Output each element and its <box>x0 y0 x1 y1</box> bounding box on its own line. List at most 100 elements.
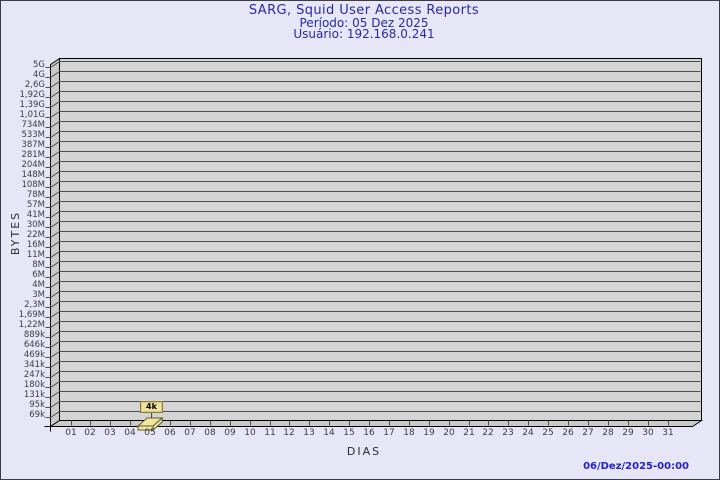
y-tick-label: 30M <box>26 219 45 230</box>
wall-shear-line <box>50 281 60 288</box>
wall-shear-line <box>50 391 60 398</box>
wall-shear-line <box>50 101 60 108</box>
wall-shear-line <box>50 271 60 278</box>
floor <box>48 420 704 427</box>
wall-shear-line <box>50 151 60 158</box>
y-tick-label: 1,69M <box>18 309 45 320</box>
y-tick-label: 57M <box>26 199 45 210</box>
y-tick-label: 69k <box>29 409 45 420</box>
y-tick-label: 1,22M <box>18 319 45 330</box>
wall-shear-line <box>50 61 60 68</box>
y-tick-label: 8M <box>32 259 45 270</box>
chart-title-block: SARG, Squid User Access Reports Período:… <box>4 3 719 41</box>
x-tick-label: 03 <box>104 428 116 438</box>
x-tick-label: 17 <box>383 428 395 438</box>
x-tick-label: 31 <box>662 428 674 438</box>
x-tick-label: 20 <box>443 428 455 438</box>
x-tick-label: 02 <box>84 428 96 438</box>
wall-shear-line <box>50 311 60 318</box>
y-tick-label: 180k <box>23 379 45 390</box>
y-tick-label: 95k <box>29 399 45 410</box>
bar-front-face <box>137 425 154 431</box>
x-tick-label: 25 <box>542 428 554 438</box>
wall-shear-line <box>50 301 60 308</box>
x-tick-label: 29 <box>622 428 634 438</box>
x-tick-label: 21 <box>463 428 475 438</box>
y-tick-label: 5G <box>33 59 45 70</box>
chart-period: Período: 05 Dez 2025 <box>299 16 429 30</box>
plot-back-plane <box>59 58 702 421</box>
x-tick-label: 24 <box>522 428 534 438</box>
wall-shear-line <box>50 161 60 168</box>
y-tick-label: 341k <box>23 359 45 370</box>
x-tick-label: 22 <box>482 428 494 438</box>
wall-shear-line <box>50 321 60 328</box>
wall-shear-line <box>50 81 60 88</box>
y-tick-label: 387M <box>21 139 45 150</box>
wall-shear-line <box>50 411 60 418</box>
x-tick-label: 16 <box>363 428 375 438</box>
x-tick-label: 09 <box>224 428 236 438</box>
wall-shear-line <box>50 91 60 98</box>
wall-shear-line <box>50 201 60 208</box>
y-tick-label: 1,01G <box>19 109 45 120</box>
wall-shear-line <box>50 121 60 128</box>
x-tick-label: 19 <box>423 428 435 438</box>
x-tick-label: 18 <box>403 428 415 438</box>
wall-shear-line <box>50 171 60 178</box>
x-tick-label: 12 <box>283 428 295 438</box>
x-tick-label: 11 <box>264 428 276 438</box>
wall-shear-line <box>50 361 60 368</box>
y-tick-label: 889k <box>23 329 45 340</box>
x-tick-label: 14 <box>323 428 335 438</box>
x-tick-label: 26 <box>562 428 574 438</box>
y-tick-label: 1,92G <box>19 89 45 100</box>
y-axis-title: BYTES <box>9 210 22 256</box>
x-axis-title: DIAS <box>346 445 382 458</box>
y-tick-label: 281M <box>21 149 45 160</box>
wall-shear-line <box>50 241 60 248</box>
y-tick-label: 4M <box>32 279 45 290</box>
y-tick-label: 131k <box>23 389 45 400</box>
bar-value-annotation: 4k <box>140 401 163 413</box>
x-tick-label: 13 <box>303 428 315 438</box>
wall-shear-line <box>50 131 60 138</box>
y-tick-label: 148M <box>21 169 45 180</box>
wall-shear-line <box>50 351 60 358</box>
wall-shear-line <box>50 231 60 238</box>
wall-shear-line <box>50 111 60 118</box>
x-tick-label: 30 <box>642 428 654 438</box>
wall-shear-line <box>50 341 60 348</box>
y-tick-label: 11M <box>26 249 45 260</box>
y-tick-label: 204M <box>21 159 45 170</box>
x-tick-label: 08 <box>204 428 216 438</box>
x-tick-label: 05 <box>144 428 156 438</box>
x-tick-label: 15 <box>343 428 355 438</box>
wall-shear-line <box>50 291 60 298</box>
x-tick-label: 28 <box>602 428 614 438</box>
x-tick-label: 23 <box>502 428 514 438</box>
y-tick-label: 16M <box>26 239 45 250</box>
x-tick-label: 04 <box>124 428 136 438</box>
y-tick-label: 108M <box>21 179 45 190</box>
y-tick-label: 1,39G <box>19 99 45 110</box>
wall-shear-line <box>50 221 60 228</box>
y-tick-label: 2,6G <box>24 79 45 90</box>
y-tick-label: 22M <box>26 229 45 240</box>
x-tick-label: 27 <box>582 428 594 438</box>
wall-shear-line <box>50 211 60 218</box>
y-tick-label: 646k <box>23 339 45 350</box>
y-tick-label: 78M <box>26 189 45 200</box>
report-timestamp: 06/Dez/2025-00:00 <box>583 461 689 472</box>
wall-shear-line <box>50 381 60 388</box>
chart-title: SARG, Squid User Access Reports <box>248 3 480 18</box>
chart-user: Usuário: 192.168.0.241 <box>293 27 435 41</box>
wall-shear-line <box>50 191 60 198</box>
y-tick-label: 469k <box>23 349 45 360</box>
wall-shear-line <box>50 141 60 148</box>
y-tick-label: 6M <box>32 269 45 280</box>
wall-shear-line <box>50 71 60 78</box>
wall-shear-line <box>50 261 60 268</box>
x-tick-label: 07 <box>184 428 196 438</box>
